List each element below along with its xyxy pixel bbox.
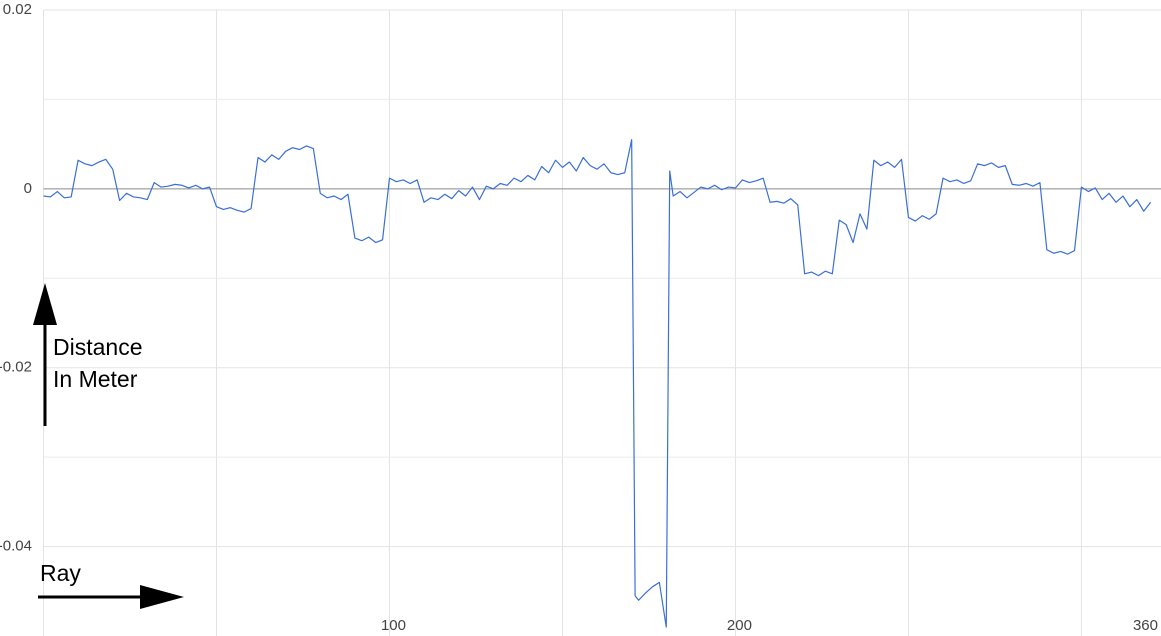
x-tick-label: 100 <box>381 617 406 634</box>
y-annotation: Distance <box>53 334 142 360</box>
y-arrow-head <box>33 283 57 325</box>
y-annotation: In Meter <box>53 366 138 392</box>
x-end-label: 360 <box>1133 617 1158 634</box>
data-line <box>43 139 1152 628</box>
y-tick-label: -0.04 <box>0 538 32 555</box>
x-arrow-head <box>140 585 184 609</box>
x-annotation: Ray <box>40 560 81 586</box>
y-tick-label: -0.02 <box>0 359 32 376</box>
y-tick-label: 0.02 <box>3 1 32 18</box>
x-tick-label: 200 <box>727 617 752 634</box>
y-tick-label: 0 <box>24 180 32 197</box>
